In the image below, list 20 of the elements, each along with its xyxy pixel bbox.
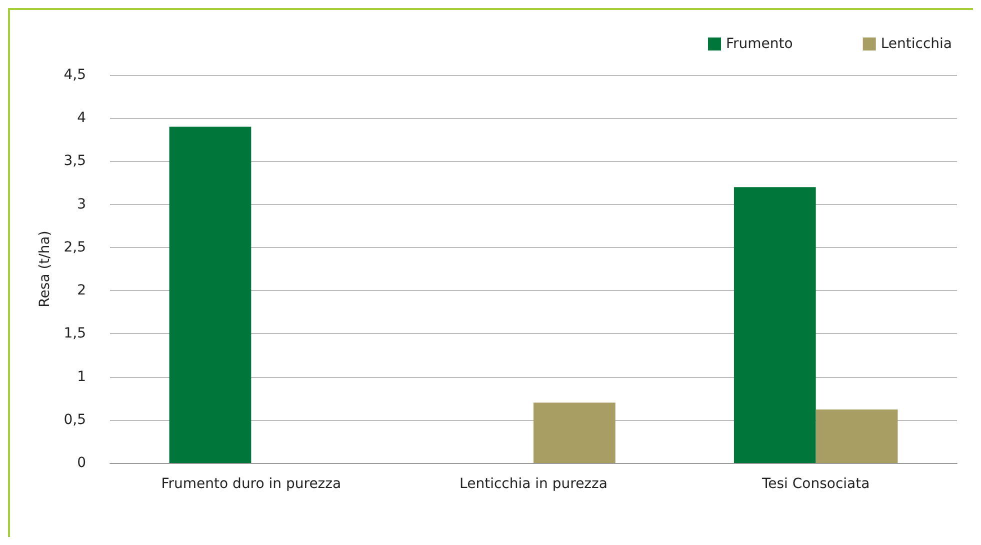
y-tick-label: 0,5: [64, 412, 86, 428]
bar: [534, 402, 616, 463]
y-tick-label: 3,5: [64, 153, 86, 170]
x-tick-label: Lenticchia in purezza: [460, 476, 608, 492]
bar: [816, 410, 898, 463]
y-tick-label: 3: [77, 196, 86, 212]
y-tick-label: 1: [77, 368, 86, 385]
y-tick-label: 4,5: [64, 67, 86, 83]
x-tick-label: Tesi Consociata: [760, 476, 870, 492]
bar: [734, 187, 816, 463]
y-axis-title: Resa (t/ha): [37, 230, 53, 308]
x-tick-label: Frumento duro in purezza: [161, 476, 342, 492]
y-tick-label: 0: [77, 455, 86, 471]
y-tick-label: 4: [77, 110, 86, 126]
y-tick-label: 2: [77, 282, 86, 299]
legend-label: Frumento: [726, 36, 793, 52]
y-tick-label: 1,5: [64, 326, 86, 342]
bar: [169, 126, 252, 463]
legend-label: Lenticchia: [880, 36, 952, 52]
y-tick-label: 2,5: [64, 239, 86, 256]
